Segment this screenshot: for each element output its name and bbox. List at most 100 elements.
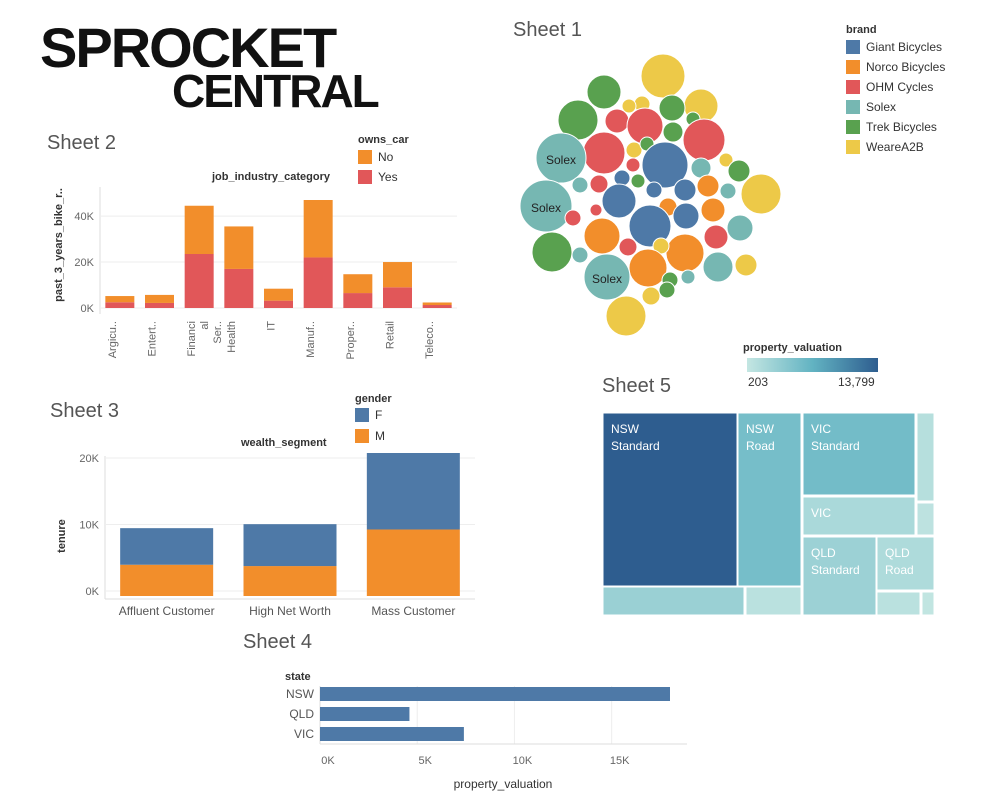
sheet2-x-tick: Argicu.. bbox=[107, 321, 119, 358]
sheet4-y-axis-label: state bbox=[285, 671, 311, 683]
sheet3-bar bbox=[366, 453, 460, 530]
sheet1-legend-item[interactable]: Trek Bicycles bbox=[846, 120, 937, 134]
treemap-tile-label: NSW bbox=[746, 422, 775, 436]
bubble-mark bbox=[519, 179, 573, 233]
sheet1-legend-swatch bbox=[846, 40, 860, 54]
bubble-mark bbox=[658, 94, 686, 122]
sheet3-title: Sheet 3 bbox=[50, 400, 119, 422]
sheet1-legend-label: Norco Bicycles bbox=[866, 60, 946, 74]
bubble-mark bbox=[665, 233, 705, 273]
bubble-mark bbox=[571, 246, 589, 264]
sheet1-legend-label: Trek Bicycles bbox=[866, 120, 937, 134]
sheet4-x-tick: 10K bbox=[513, 755, 533, 767]
sheet2-chart: 0K 20K 40K past_3_years_bike_r.. Argicu.. Ent… bbox=[53, 187, 457, 360]
sheet2-bar bbox=[184, 205, 214, 254]
sheet2-y-axis-label: past_3_years_bike_r.. bbox=[53, 188, 65, 302]
sheet2-x-tick: Proper.. bbox=[345, 321, 357, 360]
bubble-mark bbox=[605, 295, 647, 337]
sheet3-legend-m-swatch bbox=[355, 429, 369, 443]
sheet2-x-tick: Teleco.. bbox=[424, 321, 436, 359]
treemap-tile-sublabel: Road bbox=[885, 563, 914, 577]
sheet2-bar bbox=[105, 296, 135, 303]
sheet2-bar bbox=[303, 200, 333, 258]
sheet4-x-axis-label: property_valuation bbox=[454, 777, 553, 791]
sheet3-legend-m-label: M bbox=[375, 429, 385, 443]
bubble-mark bbox=[719, 182, 737, 200]
treemap-tile bbox=[802, 496, 916, 536]
treemap-tile bbox=[916, 502, 935, 536]
sheet5-treemap: NSW Standard NSW Road VIC Standard VIC QLD Stand… bbox=[603, 413, 935, 616]
sheet2-legend-yes[interactable]: Yes bbox=[358, 170, 398, 184]
bubble-mark bbox=[662, 121, 684, 143]
sheet2-y-tick: 0K bbox=[81, 303, 95, 315]
bubble-mark bbox=[700, 197, 726, 223]
sheet5-color-ramp bbox=[747, 358, 878, 372]
sheet4-y-tick: VIC bbox=[294, 727, 314, 741]
treemap-tile-sublabel: Standard bbox=[811, 563, 860, 577]
sheet1-legend-swatch bbox=[846, 120, 860, 134]
bubble-mark bbox=[672, 202, 700, 230]
sheet3-x-tick: Mass Customer bbox=[371, 604, 455, 618]
sheet3-bar bbox=[243, 524, 337, 567]
sheet1-legend-item[interactable]: WeareA2B bbox=[846, 140, 924, 154]
bubble-mark bbox=[621, 98, 637, 114]
sheet3-y-axis-label: tenure bbox=[56, 519, 68, 553]
bubble-mark bbox=[645, 181, 663, 199]
sheet1-legend-item[interactable]: Norco Bicycles bbox=[846, 60, 945, 74]
sheet5-title: Sheet 5 bbox=[602, 375, 671, 397]
treemap-tile bbox=[745, 586, 802, 616]
bubble-mark bbox=[702, 251, 734, 283]
sheet2-x-tick: Manuf.. bbox=[305, 321, 317, 358]
treemap-tile-label: QLD bbox=[885, 546, 910, 560]
sheet4-title: Sheet 4 bbox=[243, 631, 312, 653]
bubble-mark bbox=[641, 286, 661, 306]
sheet4-x-tick: 0K bbox=[321, 755, 335, 767]
sheet4-bar bbox=[320, 727, 464, 741]
sheet1-legend-item[interactable]: OHM Cycles bbox=[846, 80, 933, 94]
sheet3-legend-m[interactable]: M bbox=[355, 429, 385, 443]
bubble-mark bbox=[680, 269, 696, 285]
treemap-tile-label: VIC bbox=[811, 422, 831, 436]
sheet4-bar bbox=[320, 687, 670, 701]
bubble-mark bbox=[535, 132, 587, 184]
sheet2-bar bbox=[343, 293, 373, 308]
sheet2-x-tick: Ser.. bbox=[212, 321, 224, 344]
sheet1-legend-swatch bbox=[846, 80, 860, 94]
sheet2-x-tick: Retail bbox=[385, 321, 397, 349]
bubble-mark bbox=[531, 231, 573, 273]
sheet2-legend-no[interactable]: No bbox=[358, 150, 393, 164]
logo-line2: CENTRAL bbox=[172, 65, 380, 117]
sheet3-legend-title: gender bbox=[355, 393, 392, 405]
treemap-tile-label: NSW bbox=[611, 422, 640, 436]
bubble-label: Solex bbox=[592, 272, 622, 286]
sheet3-bar bbox=[120, 564, 214, 596]
sheet4-x-tick: 5K bbox=[418, 755, 432, 767]
sheet1-legend-item[interactable]: Giant Bicycles bbox=[846, 40, 942, 54]
sheet2-bar bbox=[383, 262, 412, 288]
treemap-tile-sublabel: Standard bbox=[611, 439, 660, 453]
sheet2-bar bbox=[184, 254, 214, 308]
bubble-mark bbox=[630, 173, 646, 189]
sheet2-bar bbox=[224, 226, 254, 269]
sheet4-y-tick: QLD bbox=[289, 707, 314, 721]
sheet2-bar bbox=[145, 302, 174, 308]
bubble-mark bbox=[601, 183, 637, 219]
sheet2-bar bbox=[422, 302, 452, 306]
sheet2-y-tick: 20K bbox=[74, 257, 94, 269]
treemap-tile bbox=[603, 413, 738, 587]
sheet2-x-tick: IT bbox=[266, 321, 278, 331]
sheet1-legend-title: brand bbox=[846, 24, 877, 36]
sheet3-y-tick: 10K bbox=[79, 519, 99, 531]
sheet3-legend-f-swatch bbox=[355, 408, 369, 422]
sheet3-bar bbox=[366, 529, 460, 596]
sheet1-legend-swatch bbox=[846, 60, 860, 74]
sheet2-legend-no-label: No bbox=[378, 150, 394, 164]
sheet3-x-tick: Affluent Customer bbox=[119, 604, 215, 618]
sheet2-bar bbox=[105, 302, 135, 308]
treemap-tile bbox=[737, 413, 802, 587]
bubble-mark bbox=[673, 178, 697, 202]
sheet1-legend-item[interactable]: Solex bbox=[846, 100, 896, 114]
sheet3-legend-f[interactable]: F bbox=[355, 408, 382, 422]
bubble-mark bbox=[734, 253, 758, 277]
bubble-label: Solex bbox=[531, 201, 561, 215]
